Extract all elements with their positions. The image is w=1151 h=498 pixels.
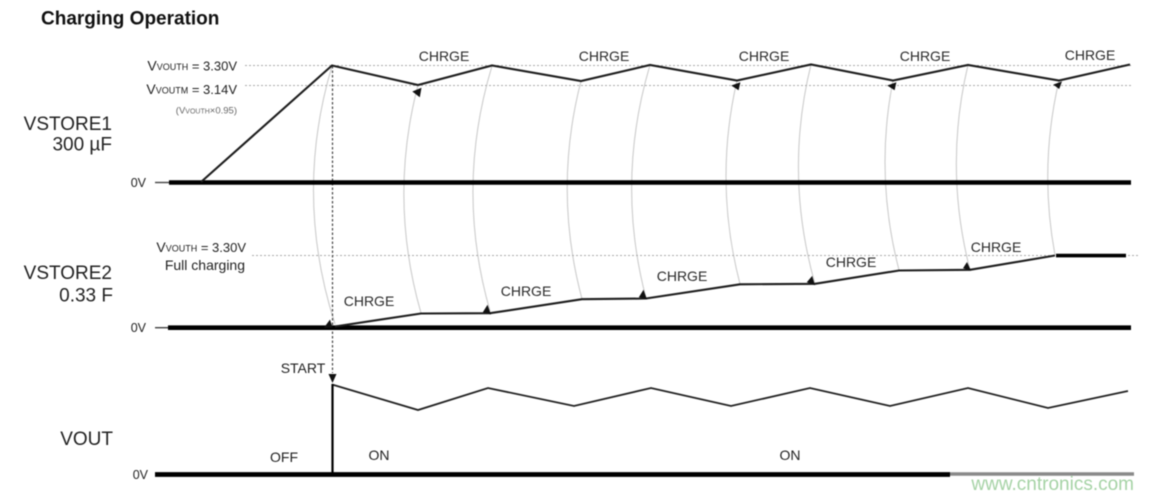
- svg-text:CHRGE: CHRGE: [344, 293, 395, 309]
- svg-text:VSTORE2: VSTORE2: [24, 263, 112, 284]
- svg-text:VVOUTM = 3.14V: VVOUTM = 3.14V: [146, 81, 237, 97]
- svg-text:CHRGE: CHRGE: [657, 268, 708, 284]
- svg-text:Charging Operation: Charging Operation: [41, 9, 219, 30]
- svg-text:START: START: [281, 360, 326, 376]
- svg-text:Full charging: Full charging: [165, 257, 245, 273]
- svg-text:CHRGE: CHRGE: [1065, 47, 1116, 63]
- svg-text:CHRGE: CHRGE: [579, 48, 630, 64]
- svg-text:CHRGE: CHRGE: [971, 239, 1022, 255]
- svg-text:OFF: OFF: [270, 449, 298, 465]
- svg-text:CHRGE: CHRGE: [419, 48, 470, 64]
- svg-text:www.cntronics.com: www.cntronics.com: [970, 474, 1134, 495]
- svg-text:ON: ON: [780, 447, 801, 463]
- svg-text:VSTORE1: VSTORE1: [24, 114, 112, 135]
- svg-text:CHRGE: CHRGE: [900, 48, 951, 64]
- svg-text:VOUT: VOUT: [60, 429, 113, 450]
- svg-text:0V: 0V: [131, 321, 147, 335]
- svg-text:ON: ON: [369, 447, 390, 463]
- svg-text:VVOUTH = 3.30V: VVOUTH = 3.30V: [147, 58, 237, 74]
- svg-text:CHRGE: CHRGE: [826, 254, 877, 270]
- svg-text:CHRGE: CHRGE: [739, 48, 790, 64]
- svg-text:300 µF: 300 µF: [52, 135, 112, 156]
- svg-text:0V: 0V: [133, 468, 149, 482]
- svg-text:0V: 0V: [131, 176, 147, 190]
- svg-text:(VVOUTH×0.95): (VVOUTH×0.95): [176, 106, 237, 117]
- svg-text:0.33 F: 0.33 F: [59, 286, 113, 307]
- svg-text:VVOUTH = 3.30V: VVOUTH = 3.30V: [156, 239, 246, 255]
- svg-text:CHRGE: CHRGE: [501, 283, 552, 299]
